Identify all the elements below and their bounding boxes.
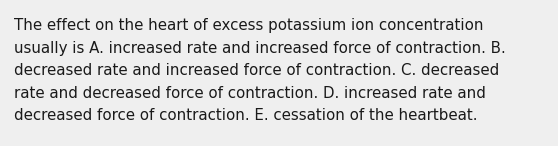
Text: decreased rate and increased force of contraction. C. decreased: decreased rate and increased force of co… — [14, 63, 499, 78]
Text: rate and decreased force of contraction. D. increased rate and: rate and decreased force of contraction.… — [14, 86, 486, 100]
Text: The effect on the heart of excess potassium ion concentration: The effect on the heart of excess potass… — [14, 18, 483, 33]
Text: decreased force of contraction. E. cessation of the heartbeat.: decreased force of contraction. E. cessa… — [14, 108, 478, 123]
Text: usually is A. increased rate and increased force of contraction. B.: usually is A. increased rate and increas… — [14, 40, 506, 55]
